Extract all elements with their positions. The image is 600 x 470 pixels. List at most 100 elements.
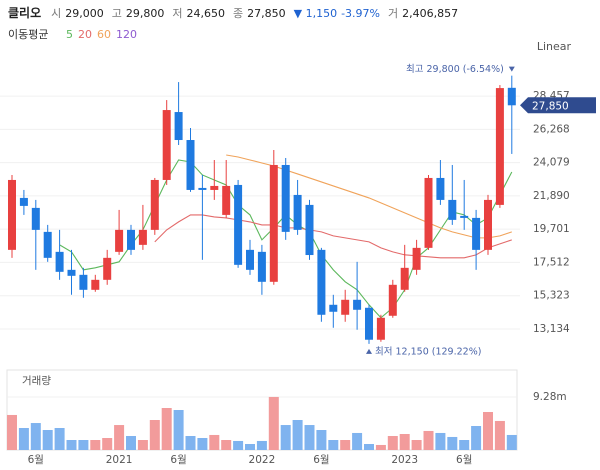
- volume-bar: [185, 436, 196, 450]
- low-marker: [366, 348, 372, 354]
- volume-bar: [352, 432, 363, 450]
- volume-bar: [66, 440, 77, 450]
- ma-legend-title: 이동평균: [8, 28, 48, 41]
- volume-bar: [256, 440, 267, 450]
- candle-body: [31, 207, 40, 230]
- close-value: 27,850: [247, 7, 286, 20]
- x-tick-label: 2023: [391, 454, 418, 466]
- volume-bar: [423, 430, 434, 450]
- candle-body: [210, 185, 219, 190]
- last-price-tag: [520, 97, 596, 114]
- y-tick-label: 13,134: [533, 323, 570, 335]
- y-tick-label: 24,079: [533, 157, 570, 169]
- candle-body: [376, 317, 385, 340]
- volume-bar: [233, 440, 244, 450]
- volume-bar: [7, 414, 17, 450]
- volume-label: 거래량: [22, 375, 51, 387]
- legend-entry: 20: [78, 28, 92, 41]
- legend-entry: 5: [66, 28, 73, 41]
- volume-bar: [173, 410, 184, 450]
- candle-body: [198, 187, 207, 190]
- volume-bar: [102, 438, 113, 450]
- close-label: 종: [233, 7, 244, 20]
- candle-body: [507, 87, 516, 106]
- candle-body: [174, 112, 183, 141]
- volume-bar: [78, 440, 89, 450]
- volume-bar: [245, 444, 255, 450]
- volume-bar: [126, 436, 136, 450]
- volume-bar: [30, 423, 41, 450]
- candle-body: [472, 217, 481, 250]
- candle-body: [436, 177, 445, 200]
- open-label: 시: [51, 7, 62, 20]
- candle-body: [55, 251, 64, 272]
- x-tick-label: 2021: [106, 454, 133, 466]
- volume-bar: [268, 396, 279, 450]
- candle-body: [127, 229, 135, 250]
- candle-body: [115, 229, 124, 252]
- header: 클리오 시 29,000 고 29,800 저 24,650 종 27,850 ▼ 1,…: [8, 4, 462, 21]
- volume-bar: [459, 440, 470, 450]
- volume-bar: [494, 420, 505, 450]
- candle-body: [317, 249, 326, 315]
- volume-bar: [483, 412, 493, 450]
- volume-bar: [375, 444, 386, 450]
- candle-body: [186, 140, 195, 190]
- open-value: 29,000: [65, 7, 104, 20]
- volume-bar: [328, 440, 339, 450]
- change-pct: -3.97%: [341, 7, 380, 20]
- x-tick-label: 6월: [313, 454, 329, 466]
- candle-body: [150, 179, 159, 230]
- volume-value: 2,406,857: [402, 7, 459, 20]
- volume-bar: [506, 434, 517, 450]
- candle-body: [424, 177, 433, 248]
- candle-body: [365, 307, 373, 340]
- candle-body: [43, 231, 52, 258]
- x-tick-label: 6월: [456, 454, 472, 466]
- volume-bar: [364, 444, 374, 450]
- candle-body: [138, 229, 147, 245]
- volume-bar: [114, 425, 125, 450]
- candle-body: [246, 249, 254, 270]
- ma-line: [154, 214, 512, 259]
- candle-body: [234, 184, 243, 265]
- candle-body: [341, 299, 350, 315]
- candle-body: [412, 247, 421, 270]
- low-annotation: 최저 12,150 (129.22%): [375, 346, 481, 357]
- scale-label[interactable]: Linear: [537, 40, 572, 53]
- candle-body: [67, 269, 76, 276]
- x-tick-label: 2022: [249, 454, 276, 466]
- volume-bar: [54, 428, 65, 450]
- volume-bar: [340, 440, 351, 450]
- stock-name: 클리오: [8, 6, 42, 20]
- volume-bar: [149, 420, 160, 450]
- volume-bar: [411, 440, 422, 450]
- volume-bar: [161, 408, 172, 450]
- volume-bar: [90, 440, 101, 450]
- candle-body: [281, 164, 290, 232]
- y-tick-label: 19,701: [533, 223, 570, 235]
- y-tick-label: 26,268: [533, 123, 570, 135]
- candle-body: [495, 88, 504, 205]
- volume-bar: [280, 425, 291, 450]
- volume-bar: [316, 430, 327, 450]
- candle-body: [257, 251, 266, 282]
- volume-bar: [292, 420, 303, 450]
- candle-body: [8, 179, 16, 250]
- candle-body: [222, 185, 231, 215]
- volume-bar: [387, 436, 398, 450]
- high-label: 고: [111, 7, 122, 20]
- high-marker: [508, 66, 515, 72]
- change: ▼ 1,150: [293, 7, 338, 20]
- candle-body: [329, 304, 338, 312]
- volume-bar: [42, 430, 53, 450]
- volume-bar: [18, 428, 29, 450]
- volume-label: 거: [388, 7, 399, 20]
- candle-body: [484, 199, 492, 250]
- candle-body: [305, 204, 314, 256]
- volume-bar: [304, 425, 315, 450]
- volume-bar: [399, 434, 410, 450]
- candle-body: [91, 279, 100, 290]
